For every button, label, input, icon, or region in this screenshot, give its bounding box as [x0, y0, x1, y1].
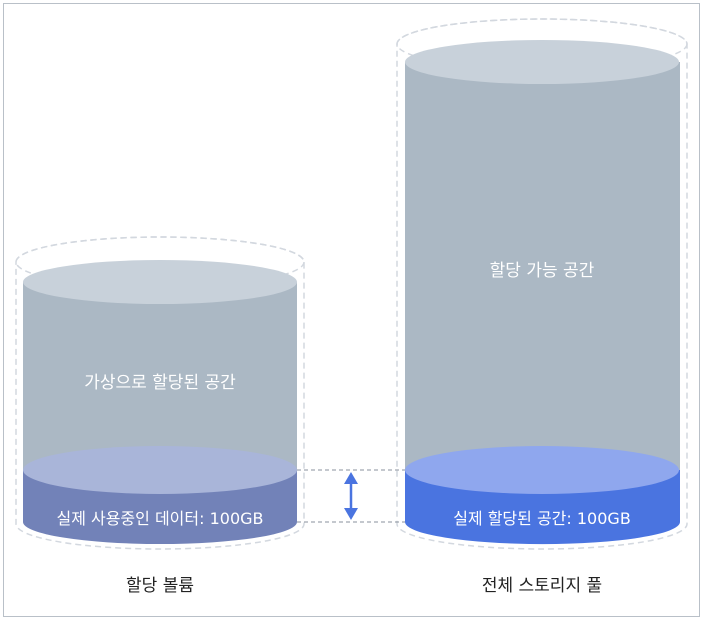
left-caption: 할당 볼륨	[126, 576, 194, 596]
left-virtual-label: 가상으로 할당된 공간	[84, 373, 236, 393]
size-connector	[297, 470, 405, 522]
right-cylinder-top	[405, 40, 679, 84]
left-cylinder-data-top	[23, 446, 297, 494]
right-cylinder: 할당 가능 공간 실제 할당된 공간: 100GB	[397, 19, 687, 549]
right-cylinder-allocated-top	[405, 446, 679, 494]
right-free-label: 할당 가능 공간	[490, 261, 595, 281]
left-cylinder: 가상으로 할당된 공간 실제 사용중인 데이터: 100GB	[16, 237, 304, 549]
right-allocated-label: 실제 할당된 공간: 100GB	[453, 509, 631, 528]
left-data-label: 실제 사용중인 데이터: 100GB	[56, 509, 263, 528]
right-caption: 전체 스토리지 풀	[482, 576, 602, 596]
double-arrow-icon	[344, 472, 358, 520]
left-cylinder-top	[23, 260, 297, 304]
